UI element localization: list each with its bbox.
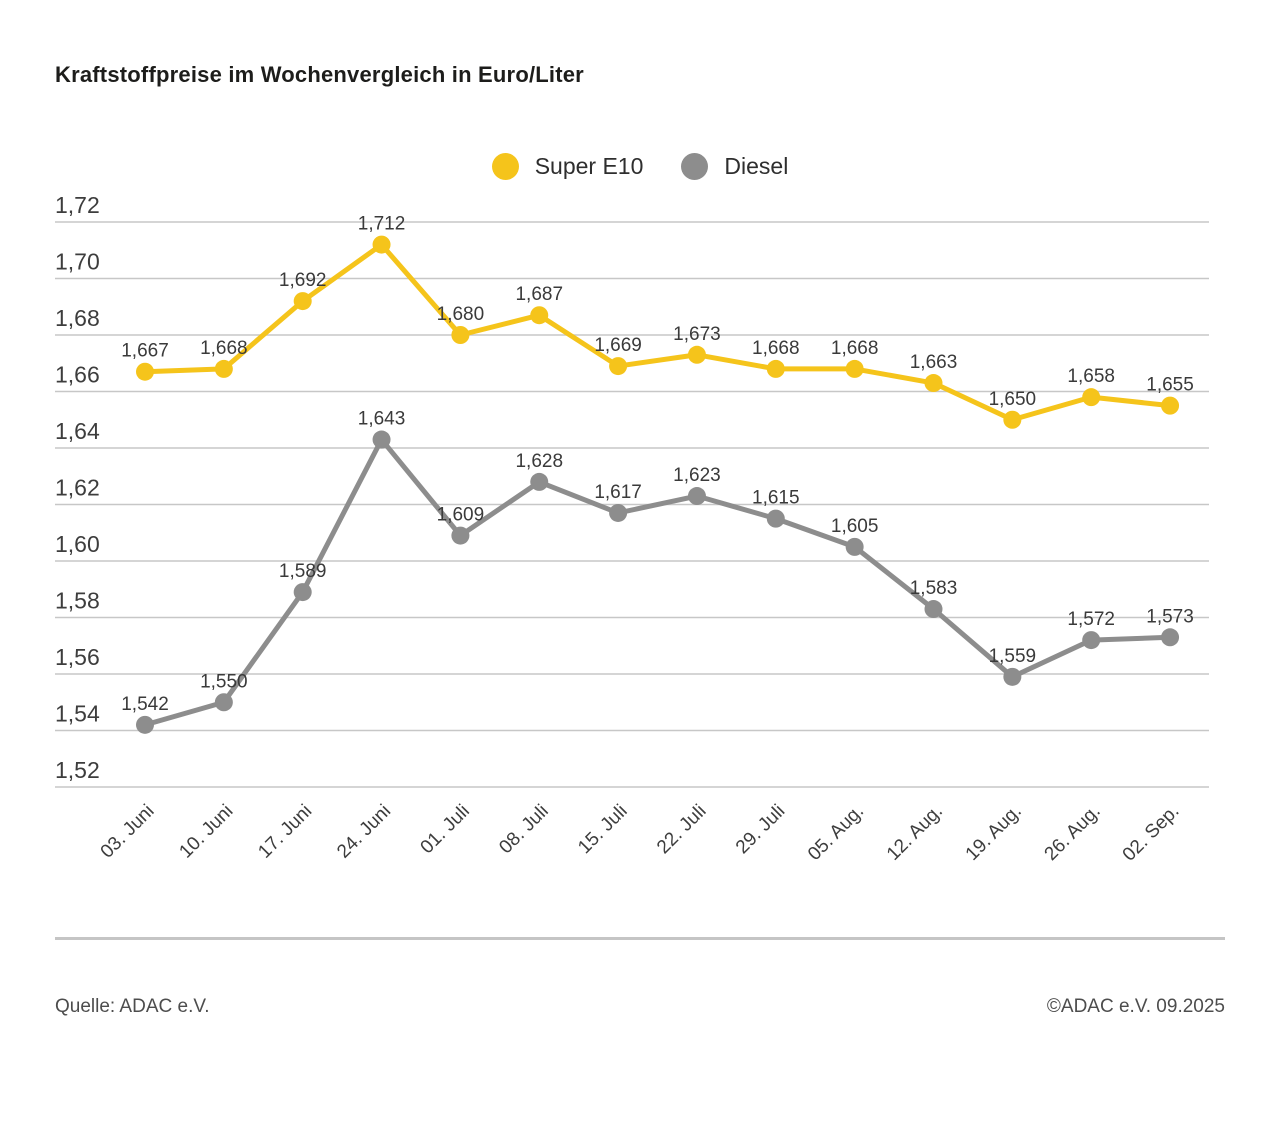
y-tick-label: 1,54 [55, 701, 100, 727]
y-tick-label: 1,64 [55, 418, 100, 444]
series-super-e10-point [1161, 396, 1180, 415]
series-super-e10-point [924, 374, 943, 393]
series-diesel-point [766, 509, 785, 528]
data-label: 1,687 [515, 284, 563, 305]
page-title: Kraftstoffpreise im Wochenvergleich in E… [55, 62, 584, 87]
x-tick-label: 08. Juli [495, 801, 552, 858]
y-tick-label: 1,52 [55, 757, 100, 783]
series-super-e10-point [766, 359, 785, 378]
y-tick-label: 1,66 [55, 362, 100, 388]
legend-marker-super-e10-icon [491, 153, 519, 180]
y-tick-label: 1,70 [55, 249, 100, 275]
series-diesel-point [687, 487, 706, 506]
data-label: 1,573 [1146, 606, 1194, 627]
series-super-e10-point [372, 235, 391, 254]
data-label: 1,673 [673, 324, 721, 345]
x-tick-label: 24. Juni [333, 801, 395, 863]
footer: Quelle: ADAC e.V. ©ADAC e.V. 09.2025 [55, 996, 1225, 1018]
data-label: 1,655 [1146, 375, 1194, 396]
y-tick-label: 1,56 [55, 644, 100, 670]
series-super-e10-point [1082, 388, 1101, 407]
x-tick-label: 05. Aug. [804, 801, 868, 865]
copyright-text: ©ADAC e.V. 09.2025 [1046, 996, 1225, 1017]
series-diesel-point [1082, 631, 1101, 650]
footer-divider [55, 937, 1225, 940]
data-label: 1,668 [831, 338, 879, 359]
data-label: 1,572 [1067, 609, 1115, 630]
x-tick-label: 26. Aug. [1041, 801, 1105, 865]
data-label: 1,550 [200, 671, 248, 692]
line-chart: 1,72 1,70 1,68 1,66 1,64 1,62 1,60 1,58 1,56 1,54… [55, 192, 1209, 866]
data-label: 1,559 [989, 646, 1037, 667]
series-super-e10-line [142, 242, 1173, 423]
data-label: 1,583 [910, 578, 958, 599]
series-super-e10-point [1003, 410, 1022, 429]
series-super-e10-point [136, 362, 154, 381]
data-label: 1,650 [989, 389, 1037, 410]
data-label: 1,712 [358, 214, 406, 235]
data-label: 1,589 [279, 561, 327, 582]
data-label: 1,680 [437, 304, 485, 325]
data-label: 1,617 [594, 482, 642, 503]
y-tick-label: 1,58 [55, 588, 100, 614]
series-super-e10-point [293, 292, 312, 311]
data-label: 1,669 [594, 335, 642, 356]
series-diesel [136, 430, 1180, 734]
series-diesel-point [1161, 628, 1180, 647]
data-label: 1,609 [437, 505, 485, 526]
legend-item-diesel: Diesel [681, 153, 788, 180]
y-tick-label: 1,68 [55, 305, 100, 331]
source-text: Quelle: ADAC e.V. [55, 996, 210, 1017]
series-diesel-point [609, 503, 628, 522]
x-tick-label: 01. Juli [417, 801, 474, 858]
series-super-e10-point [214, 359, 233, 378]
x-tick-label: 17. Juni [254, 801, 316, 863]
legend-label-super-e10: Super E10 [534, 153, 644, 179]
series-super-e10 [136, 235, 1180, 429]
data-label: 1,668 [200, 338, 248, 359]
series-diesel-point [924, 600, 943, 619]
series-diesel-point [293, 583, 312, 602]
data-label: 1,628 [515, 451, 563, 472]
series-super-e10-point [609, 357, 628, 376]
legend-label-diesel: Diesel [724, 153, 789, 179]
y-tick-label: 1,62 [55, 475, 100, 501]
series-super-e10-point [687, 345, 706, 364]
series-diesel-point [530, 472, 549, 491]
legend-item-super-e10: Super E10 [491, 153, 644, 180]
data-label: 1,643 [358, 409, 406, 430]
data-label: 1,692 [279, 270, 327, 291]
series-diesel-point [1003, 667, 1022, 686]
data-label: 1,542 [121, 694, 169, 715]
data-label: 1,667 [121, 341, 169, 362]
series-super-e10-point [845, 359, 864, 378]
x-tick-label: 03. Juni [97, 801, 159, 863]
series-diesel-line [142, 437, 1173, 728]
y-tick-label: 1,60 [55, 531, 100, 557]
series-diesel-point [845, 537, 864, 556]
series-super-e10-point [530, 306, 549, 325]
data-label: 1,615 [752, 488, 800, 509]
x-tick-label: 02. Sep. [1119, 801, 1184, 866]
series-diesel-point [136, 715, 154, 734]
data-label: 1,623 [673, 465, 721, 486]
series-diesel-point [214, 693, 233, 712]
data-label: 1,658 [1067, 366, 1115, 387]
y-tick-label: 1,72 [55, 192, 100, 218]
series-diesel-point [451, 526, 470, 545]
x-tick-label: 29. Juli [732, 801, 789, 858]
x-tick-label: 19. Aug. [962, 801, 1026, 865]
data-label: 1,668 [752, 338, 800, 359]
x-tick-label: 22. Juli [653, 801, 710, 858]
x-tick-label: 12. Aug. [883, 801, 947, 865]
legend-marker-diesel-icon [681, 153, 709, 180]
series-diesel-point [372, 430, 391, 449]
data-label: 1,605 [831, 516, 879, 537]
series-super-e10-point [451, 326, 470, 344]
x-tick-label: 15. Juli [574, 801, 631, 858]
data-label: 1,663 [910, 352, 958, 373]
x-tick-label: 10. Juni [175, 801, 237, 863]
legend: Super E10 Diesel [0, 153, 1280, 180]
